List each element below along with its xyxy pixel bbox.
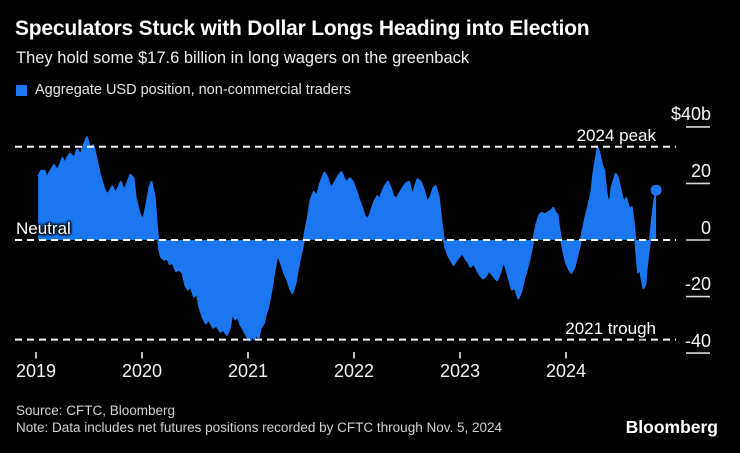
x-axis-label-2021: 2021 — [227, 361, 269, 381]
y-axis-label: -40 — [684, 330, 711, 351]
x-axis-label-2019: 2019 — [15, 361, 57, 381]
y-axis-label: 20 — [690, 160, 711, 181]
data-note: Note: Data includes net futures position… — [16, 420, 503, 435]
x-axis-label-2022: 2022 — [333, 361, 375, 381]
y-axis-label: -20 — [684, 274, 711, 295]
legend: Aggregate USD position, non-commercial t… — [16, 82, 351, 98]
series-area — [38, 137, 657, 341]
chart-title: Speculators Stuck with Dollar Longs Head… — [15, 17, 590, 40]
latest-value-marker — [650, 184, 662, 196]
annotation-neutral: Neutral — [16, 219, 71, 238]
x-axis-label-2020: 2020 — [121, 361, 163, 381]
chart-subtitle: They hold some $17.6 billion in long wag… — [16, 49, 470, 67]
x-axis-label-2024: 2024 — [545, 361, 587, 381]
y-axis-label: 0 — [700, 217, 711, 238]
bloomberg-logo: Bloomberg — [625, 417, 718, 437]
annotation-2021-trough: 2021 trough — [565, 318, 656, 338]
y-axis-label: $40b — [670, 104, 711, 125]
series-line — [37, 136, 658, 342]
footer: Source: CFTC, Bloomberg Note: Data inclu… — [16, 402, 502, 436]
source-note: Source: CFTC, Bloomberg — [16, 403, 176, 418]
legend-label: Aggregate USD position, non-commercial t… — [35, 82, 351, 98]
annotation-2024-peak: 2024 peak — [576, 125, 656, 145]
x-axis-label-2023: 2023 — [439, 361, 481, 381]
legend-swatch-icon — [16, 84, 27, 96]
